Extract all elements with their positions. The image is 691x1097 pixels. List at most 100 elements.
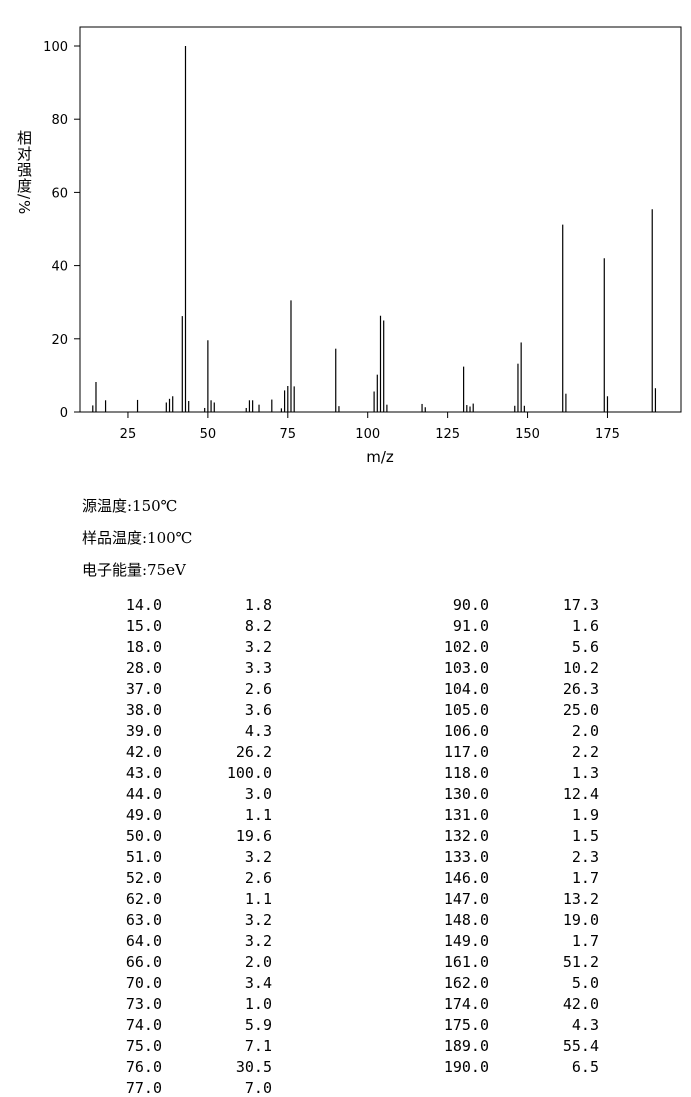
table-cell: 1.3 — [571, 764, 599, 782]
y-axis-label: 相对强度/% — [15, 130, 33, 216]
table-cell: 77.0 — [125, 1079, 162, 1097]
table-cell: 63.0 — [125, 911, 162, 929]
table-cell: 3.6 — [244, 701, 272, 719]
table-cell: 1.5 — [571, 827, 599, 845]
table-cell: 105.0 — [443, 701, 489, 719]
table-cell: 2.0 — [571, 722, 599, 740]
table-cell: 1.1 — [244, 806, 272, 824]
table-cell: 1.8 — [244, 596, 272, 614]
table-cell: 91.0 — [452, 617, 489, 635]
table-cell: 147.0 — [443, 890, 489, 908]
x-tick-label: 175 — [595, 427, 620, 442]
info-line: 源温度:150℃ — [82, 497, 178, 515]
table-cell: 6.5 — [571, 1058, 599, 1076]
table-cell: 51.0 — [125, 848, 162, 866]
table-cell: 90.0 — [452, 596, 489, 614]
x-tick-label: 75 — [280, 427, 297, 442]
table-cell: 3.4 — [244, 974, 272, 992]
table-cell: 19.6 — [235, 827, 272, 845]
table-cell: 25.0 — [562, 701, 599, 719]
table-cell: 51.2 — [562, 953, 599, 971]
table-cell: 37.0 — [125, 680, 162, 698]
table-cell: 12.4 — [562, 785, 599, 803]
table-cell: 2.0 — [244, 953, 272, 971]
info-line: 电子能量:75eV — [82, 561, 186, 579]
y-tick-label: 60 — [51, 186, 68, 201]
table-cell: 2.3 — [571, 848, 599, 866]
table-cell: 118.0 — [443, 764, 489, 782]
y-tick-label: 80 — [51, 113, 68, 128]
table-cell: 49.0 — [125, 806, 162, 824]
table-cell: 104.0 — [443, 680, 489, 698]
table-cell: 43.0 — [125, 764, 162, 782]
table-cell: 5.9 — [244, 1016, 272, 1034]
table-cell: 174.0 — [443, 995, 489, 1013]
table-cell: 26.3 — [562, 680, 599, 698]
table-cell: 73.0 — [125, 995, 162, 1013]
table-cell: 70.0 — [125, 974, 162, 992]
table-cell: 55.4 — [562, 1037, 599, 1055]
table-cell: 2.6 — [244, 869, 272, 887]
table-cell: 117.0 — [443, 743, 489, 761]
table-cell: 1.0 — [244, 995, 272, 1013]
x-axis-label: m/z — [366, 448, 394, 466]
table-cell: 8.2 — [244, 617, 272, 635]
table-cell: 2.2 — [571, 743, 599, 761]
table-cell: 3.3 — [244, 659, 272, 677]
table-cell: 3.2 — [244, 932, 272, 950]
y-tick-label: 0 — [60, 406, 68, 421]
table-cell: 42.0 — [125, 743, 162, 761]
table-cell: 3.2 — [244, 911, 272, 929]
table-cell: 3.2 — [244, 848, 272, 866]
table-cell: 26.2 — [235, 743, 272, 761]
table-cell: 74.0 — [125, 1016, 162, 1034]
x-tick-label: 50 — [200, 427, 217, 442]
table-cell: 62.0 — [125, 890, 162, 908]
table-cell: 15.0 — [125, 617, 162, 635]
table-cell: 1.9 — [571, 806, 599, 824]
table-cell: 1.1 — [244, 890, 272, 908]
table-cell: 190.0 — [443, 1058, 489, 1076]
x-tick-label: 100 — [355, 427, 380, 442]
table-cell: 13.2 — [562, 890, 599, 908]
table-cell: 38.0 — [125, 701, 162, 719]
table-cell: 5.0 — [571, 974, 599, 992]
table-cell: 162.0 — [443, 974, 489, 992]
table-cell: 161.0 — [443, 953, 489, 971]
table-cell: 10.2 — [562, 659, 599, 677]
table-cell: 7.1 — [244, 1037, 272, 1055]
table-cell: 30.5 — [235, 1058, 272, 1076]
table-cell: 76.0 — [125, 1058, 162, 1076]
table-cell: 3.2 — [244, 638, 272, 656]
table-cell: 28.0 — [125, 659, 162, 677]
table-cell: 19.0 — [562, 911, 599, 929]
table-cell: 148.0 — [443, 911, 489, 929]
table-cell: 7.0 — [244, 1079, 272, 1097]
table-cell: 1.7 — [571, 932, 599, 950]
table-cell: 5.6 — [571, 638, 599, 656]
table-cell: 100.0 — [226, 764, 272, 782]
table-cell: 146.0 — [443, 869, 489, 887]
y-tick-label: 100 — [43, 40, 68, 55]
table-cell: 4.3 — [244, 722, 272, 740]
table-cell: 133.0 — [443, 848, 489, 866]
table-cell: 4.3 — [571, 1016, 599, 1034]
table-cell: 1.7 — [571, 869, 599, 887]
table-cell: 64.0 — [125, 932, 162, 950]
table-cell: 44.0 — [125, 785, 162, 803]
table-cell: 3.0 — [244, 785, 272, 803]
table-cell: 103.0 — [443, 659, 489, 677]
chart: m/z 0 20 40 60 80 100 25 50 75 100 125 150 175 — [43, 26, 682, 466]
table-cell: 17.3 — [562, 596, 599, 614]
table-cell: 52.0 — [125, 869, 162, 887]
x-tick-label: 125 — [435, 427, 460, 442]
table-cell: 1.6 — [571, 617, 599, 635]
table-cell: 42.0 — [562, 995, 599, 1013]
table-cell: 131.0 — [443, 806, 489, 824]
y-tick-label: 40 — [51, 260, 68, 275]
table-cell: 130.0 — [443, 785, 489, 803]
table-cell: 102.0 — [443, 638, 489, 656]
table-cell: 149.0 — [443, 932, 489, 950]
table-cell: 18.0 — [125, 638, 162, 656]
